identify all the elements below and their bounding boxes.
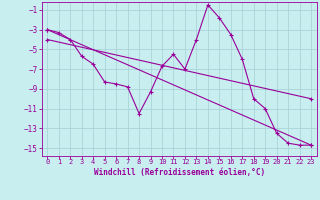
X-axis label: Windchill (Refroidissement éolien,°C): Windchill (Refroidissement éolien,°C): [94, 168, 265, 177]
